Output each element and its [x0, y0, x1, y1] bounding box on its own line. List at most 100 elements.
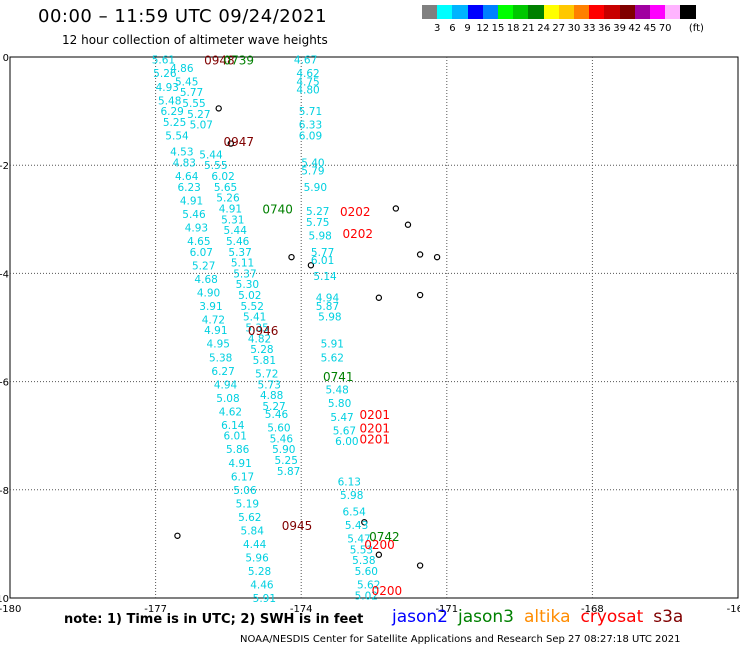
swh-value: 4.86 — [170, 63, 194, 75]
swh-value: 4.95 — [207, 339, 230, 351]
swh-value: 5.28 — [248, 566, 271, 578]
swh-value: 5.28 — [250, 344, 273, 356]
swh-value: 4.94 — [214, 379, 238, 391]
swh-value: 5.86 — [226, 444, 250, 456]
legend-item-cryosat: cryosat — [580, 607, 644, 627]
swh-value: 5.35 — [245, 323, 268, 335]
swh-value: 5.62 — [238, 512, 261, 524]
swh-value: 4.62 — [296, 68, 319, 80]
swh-value: 5.11 — [231, 258, 254, 270]
swh-value: 5.41 — [243, 312, 266, 324]
time-label: 0202 — [340, 205, 371, 219]
credit-text: NOAA/NESDIS Center for Satellite Applica… — [240, 634, 681, 645]
color-scale-swatch — [498, 5, 514, 19]
swh-value: 6.23 — [177, 182, 200, 194]
color-scale-label: 36 — [598, 23, 611, 34]
swh-value: 5.38 — [352, 555, 375, 567]
swh-value: 4.90 — [197, 287, 220, 299]
y-tick-label: -6 — [0, 378, 9, 389]
legend-item-altika: altika — [524, 607, 571, 627]
swh-value: 5.73 — [258, 379, 281, 391]
island-outline — [375, 294, 383, 301]
swh-value: 6.13 — [338, 477, 361, 489]
color-scale-swatch — [437, 5, 453, 19]
swh-value: 5.48 — [158, 95, 181, 107]
time-label: 0740 — [262, 202, 293, 216]
swh-value: 5.72 — [255, 368, 278, 380]
swh-value: 5.40 — [301, 157, 324, 169]
color-scale-label: 12 — [476, 23, 490, 34]
island-outline — [416, 291, 424, 299]
page-subtitle: 12 hour collection of altimeter wave hei… — [62, 33, 328, 47]
swh-value: 5.55 — [204, 160, 227, 172]
swh-value: 5.02 — [355, 590, 378, 602]
swh-value: 5.77 — [180, 87, 203, 99]
color-scale-label: 24 — [537, 23, 550, 34]
color-scale-swatch — [528, 5, 544, 19]
swh-value: 6.02 — [211, 171, 234, 183]
swh-value: 5.62 — [321, 352, 344, 364]
swh-value: 4.67 — [294, 55, 317, 67]
swh-value: 4.93 — [156, 82, 179, 94]
island-outline — [392, 205, 400, 212]
swh-value: 4.72 — [202, 314, 225, 326]
island-outline — [307, 262, 315, 269]
swh-value: 4.80 — [296, 84, 319, 96]
swh-value: 4.53 — [170, 147, 193, 159]
swh-value: 5.84 — [241, 525, 265, 537]
color-scale-swatch — [574, 5, 590, 19]
swh-value: 5.47 — [330, 412, 353, 424]
x-tick-label: -177 — [144, 604, 167, 615]
swh-value: 5.27 — [187, 109, 210, 121]
swh-value: 6.29 — [160, 106, 183, 118]
y-tick-label: -4 — [0, 269, 9, 280]
swh-value: 5.71 — [299, 106, 322, 118]
swh-value: 5.81 — [253, 355, 276, 367]
y-tick-label: -10 — [0, 594, 9, 605]
swh-value: 5.98 — [340, 490, 363, 502]
time-label: 0739 — [224, 54, 255, 68]
swh-value: 5.79 — [301, 166, 324, 178]
swh-value: 4.62 — [219, 406, 242, 418]
swh-value: 5.75 — [306, 217, 329, 229]
swh-value: 5.07 — [190, 120, 213, 132]
swh-value: 4.82 — [248, 333, 271, 345]
island-outline — [416, 562, 424, 569]
swh-value: 5.53 — [350, 544, 373, 556]
swh-value: 5.26 — [153, 68, 177, 80]
swh-value: 4.64 — [175, 171, 199, 183]
x-tick-label: -165 — [727, 604, 740, 615]
swh-value: 4.65 — [187, 236, 210, 248]
time-label: 0742 — [369, 530, 400, 544]
swh-value: 5.44 — [224, 225, 248, 237]
color-scale-label: 21 — [522, 23, 535, 34]
swh-value: 4.44 — [243, 539, 267, 551]
swh-value: 5.46 — [226, 236, 250, 248]
swh-value: 4.83 — [173, 157, 196, 169]
island-outline — [174, 532, 181, 539]
swh-value: 5.96 — [245, 552, 269, 564]
legend-item-jason2: jason2 — [392, 607, 448, 627]
swh-value: 5.46 — [265, 409, 289, 421]
swh-value: 5.46 — [270, 433, 294, 445]
color-scale-swatch — [589, 5, 605, 19]
swh-value: 5.65 — [214, 182, 237, 194]
time-label: 0741 — [323, 370, 354, 384]
time-label: 0200 — [372, 584, 403, 598]
color-scale-label: 70 — [658, 23, 672, 34]
island-outline — [416, 251, 424, 258]
swh-value: 5.38 — [209, 352, 232, 364]
color-scale-swatch — [467, 5, 483, 19]
swh-value: 5.14 — [313, 271, 337, 283]
swh-value: 5.47 — [347, 533, 370, 545]
island-outline — [361, 519, 368, 526]
color-scale-swatch — [680, 5, 696, 19]
color-scale-swatch — [422, 5, 438, 19]
swh-value: 5.54 — [165, 130, 189, 142]
color-scale-swatch — [482, 5, 498, 19]
swh-value: 5.37 — [228, 247, 251, 259]
swh-value: 4.91 — [219, 203, 242, 215]
island-outline — [375, 551, 383, 558]
swh-value: 6.54 — [342, 506, 366, 518]
